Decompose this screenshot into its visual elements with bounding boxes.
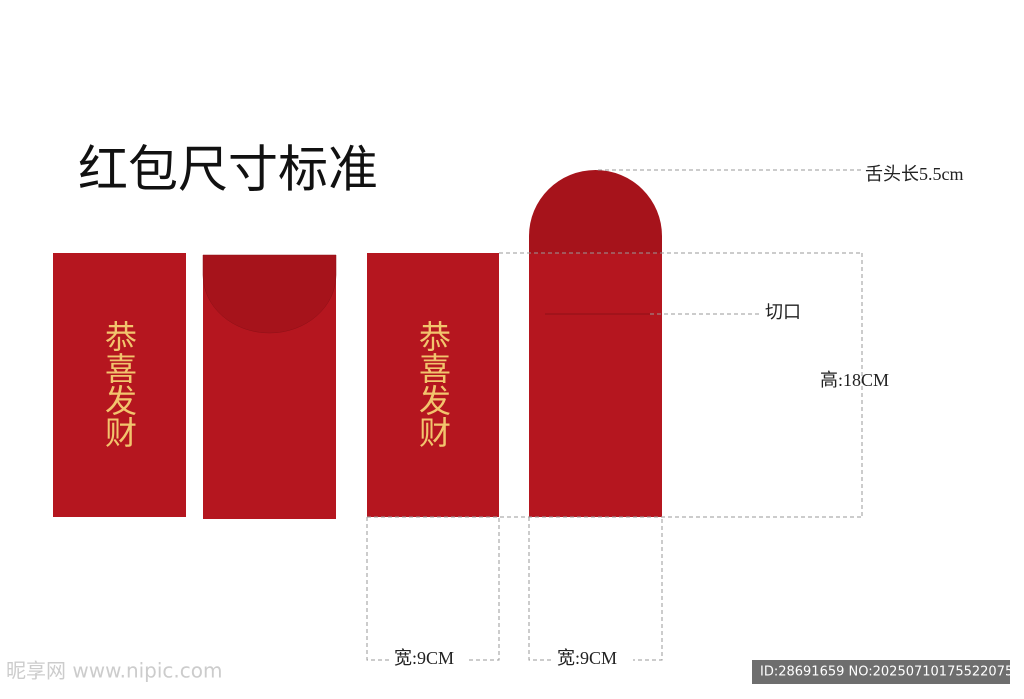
envelope-text: 恭喜发财 xyxy=(414,320,452,448)
height-label: 高:18CM xyxy=(820,370,889,390)
envelope-text: 恭喜发财 xyxy=(100,320,138,448)
envelope-front xyxy=(367,253,499,517)
width-label: 宽:9CM xyxy=(557,648,617,668)
id-bg xyxy=(752,660,1010,684)
dim-line xyxy=(528,517,663,661)
label-bg xyxy=(390,650,468,670)
envelope-tongue xyxy=(529,170,662,253)
id-text: ID:28691659 NO:20250710175522075105 xyxy=(760,665,1024,680)
watermark: 昵享网 www.nipic.com xyxy=(6,659,223,683)
dim-line xyxy=(366,517,500,661)
tongue-label: 舌头长5.5cm xyxy=(865,164,964,184)
envelope-flap xyxy=(202,254,337,334)
envelope-front xyxy=(53,253,186,517)
title: 红包尺寸标准 xyxy=(78,141,378,197)
width-label: 宽:9CM xyxy=(394,648,454,668)
cut-label: 切口 xyxy=(765,302,801,322)
label-bg xyxy=(553,650,633,670)
envelope-open xyxy=(529,253,662,517)
